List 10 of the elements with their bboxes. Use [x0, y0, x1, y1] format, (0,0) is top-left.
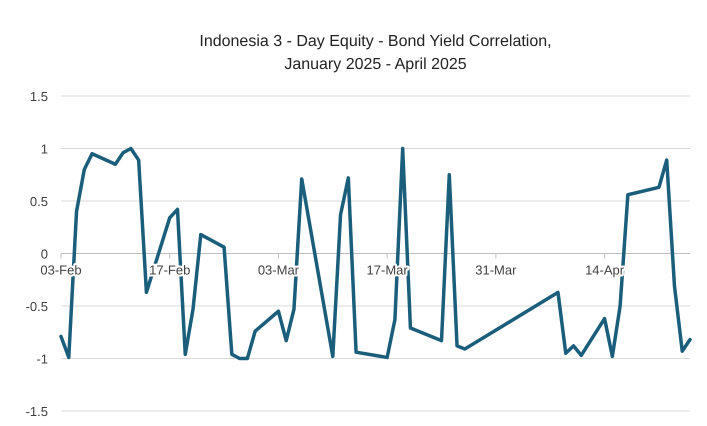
y-tick-label: -0.5 [26, 299, 48, 314]
y-tick-label: -1 [36, 352, 48, 366]
x-tick-label: 31-Mar [475, 262, 518, 278]
y-tick-label: 0.5 [30, 194, 48, 209]
y-tick-label: -1.5 [26, 404, 48, 419]
chart-title: Indonesia 3 - Day Equity - Bond Yield Correlation, [199, 33, 552, 50]
y-tick-label: 1.5 [30, 89, 48, 104]
y-tick-label: 0 [40, 246, 48, 262]
y-tick-label: 1 [40, 142, 48, 156]
chart-subtitle: January 2025 - April 2025 [284, 56, 467, 73]
